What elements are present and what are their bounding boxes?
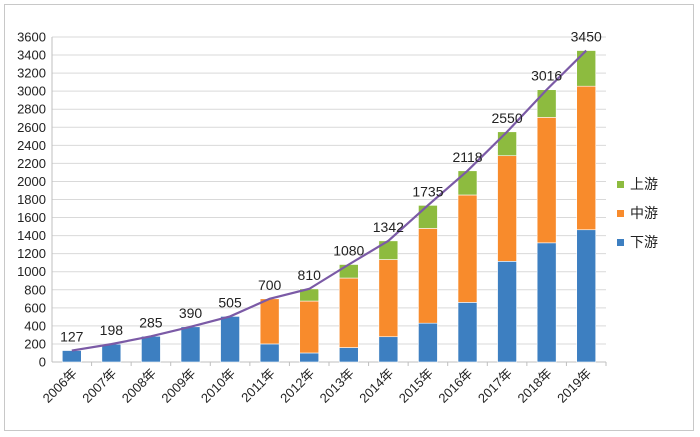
bar-segment xyxy=(457,170,478,196)
x-tick-label: 2014年 xyxy=(356,366,396,406)
legend-swatch xyxy=(617,181,624,188)
legend-label: 中游 xyxy=(630,205,658,221)
y-tick-label: 2600 xyxy=(17,120,46,135)
data-label: 2550 xyxy=(491,110,522,126)
data-label: 505 xyxy=(218,294,242,310)
bar-segment xyxy=(418,322,438,363)
x-tick-label: 2019年 xyxy=(554,366,594,406)
y-tick-label: 2200 xyxy=(17,156,46,171)
bar-segment xyxy=(497,131,517,157)
y-tick-label: 600 xyxy=(24,300,46,315)
y-tick-label: 3000 xyxy=(17,84,46,99)
x-tick-label: 2009年 xyxy=(158,366,198,406)
bar-segment xyxy=(220,316,240,363)
bar-segment xyxy=(457,194,478,303)
total-line xyxy=(71,49,587,352)
bar-segment xyxy=(536,242,557,363)
x-tick-label: 2017年 xyxy=(475,366,515,406)
bar-segment xyxy=(497,261,517,363)
y-tick-label: 800 xyxy=(24,282,46,297)
y-tick-label: 1800 xyxy=(17,192,46,207)
bar-segment xyxy=(299,300,320,354)
x-tick-label: 2010年 xyxy=(198,366,238,406)
bar-segment xyxy=(536,89,557,118)
data-label: 3016 xyxy=(531,68,562,84)
y-tick-label: 1000 xyxy=(17,264,46,279)
bar-segment xyxy=(141,335,161,363)
bar-segment xyxy=(338,264,359,279)
bar-segment xyxy=(338,347,359,363)
y-tick-label: 2800 xyxy=(17,102,46,117)
bar-segment xyxy=(101,343,122,363)
legend-label: 上游 xyxy=(630,176,658,192)
y-tick-label: 0 xyxy=(39,355,46,370)
y-tick-label: 2000 xyxy=(17,174,46,189)
legend-label: 下游 xyxy=(630,234,658,250)
x-tick-label: 2015年 xyxy=(396,366,436,406)
bar-segment xyxy=(259,298,280,345)
data-label: 1342 xyxy=(373,219,404,235)
x-tick-label: 2013年 xyxy=(317,366,357,406)
data-label: 285 xyxy=(139,314,163,330)
legend-swatch xyxy=(617,210,624,217)
y-tick-label: 2400 xyxy=(17,138,46,153)
x-tick-label: 2016年 xyxy=(435,366,475,406)
y-tick-label: 200 xyxy=(24,336,46,351)
y-tick-label: 400 xyxy=(24,318,46,333)
legend-swatch xyxy=(617,239,624,246)
x-tick-label: 2006年 xyxy=(40,366,80,406)
data-label: 3450 xyxy=(571,29,602,45)
x-tick-label: 2007年 xyxy=(79,366,119,406)
bar-segment xyxy=(378,336,399,363)
bar-segment xyxy=(378,259,399,338)
bar-segment xyxy=(180,326,201,363)
bar-segment xyxy=(576,229,597,363)
y-tick-label: 3400 xyxy=(17,48,46,63)
bar-segment xyxy=(299,352,320,363)
bar-segment xyxy=(497,155,517,262)
y-tick-label: 1200 xyxy=(17,246,46,261)
chart-frame xyxy=(4,4,694,431)
bar-segment xyxy=(418,205,438,229)
bar-segment xyxy=(61,350,82,363)
bar-segment xyxy=(536,117,557,244)
y-tick-label: 3200 xyxy=(17,66,46,81)
y-tick-label: 1600 xyxy=(17,210,46,225)
bar-segment xyxy=(259,343,280,363)
bar-segment xyxy=(576,85,597,231)
data-label: 1735 xyxy=(412,183,443,199)
bar-segment xyxy=(338,277,359,348)
y-tick-label: 3600 xyxy=(17,30,46,45)
bar-segment xyxy=(418,228,438,324)
x-tick-label: 2011年 xyxy=(238,366,278,406)
y-tick-label: 1400 xyxy=(17,228,46,243)
data-label: 127 xyxy=(60,329,84,345)
data-label: 390 xyxy=(179,305,203,321)
data-label: 700 xyxy=(258,277,282,293)
bar-segment xyxy=(457,302,478,363)
x-tick-label: 2012年 xyxy=(277,366,317,406)
data-label: 198 xyxy=(100,322,124,338)
x-tick-label: 2018年 xyxy=(515,366,555,406)
data-label: 810 xyxy=(298,267,322,283)
x-tick-label: 2008年 xyxy=(119,366,159,406)
data-label: 1080 xyxy=(333,243,364,259)
data-label: 2118 xyxy=(452,149,482,165)
